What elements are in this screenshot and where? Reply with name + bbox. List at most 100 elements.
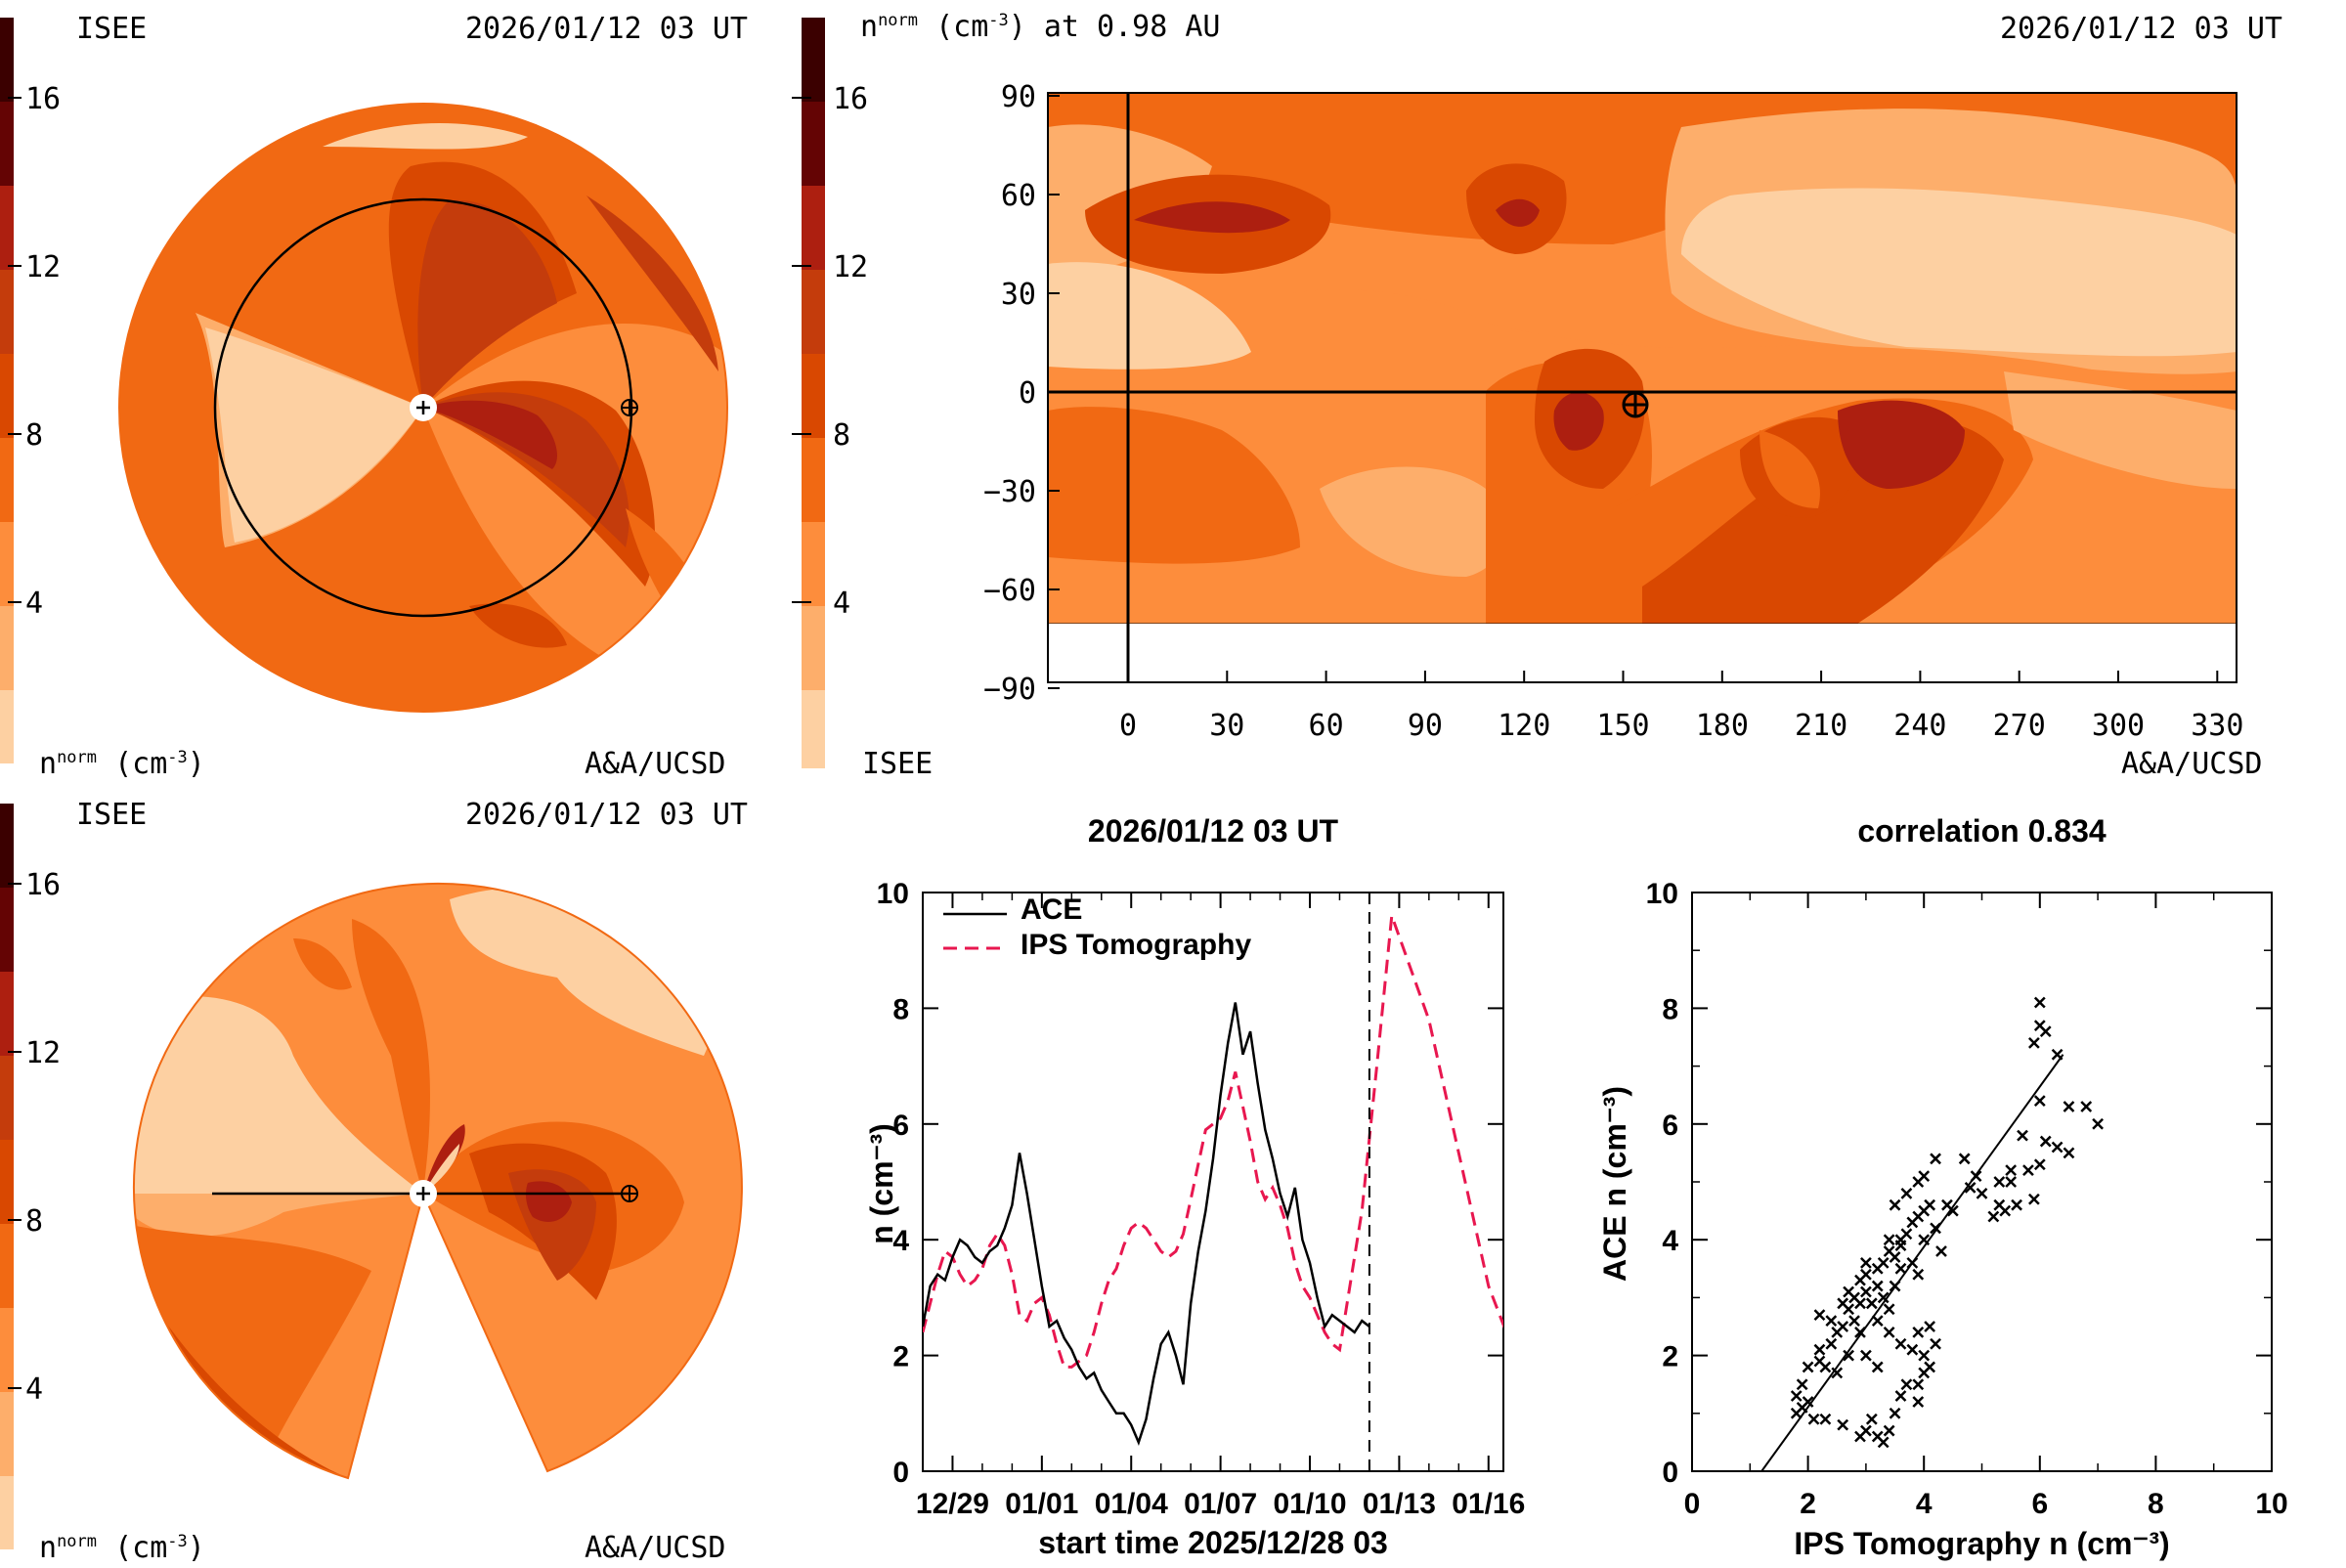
scatter-point [1854,1297,1866,1310]
scatter-point [1912,1268,1925,1281]
top-left-units-label: nnorm (cm-3) [39,747,205,781]
timeseries-x-tick-label: 01/07 [1184,1488,1257,1520]
bottom-left-colorbar [0,804,22,1549]
scatter-point [1813,1309,1826,1322]
scatter-x-tick-label: 8 [2148,1488,2164,1520]
top-left-time-label: 2026/01/12 03 UT [465,12,748,46]
scatter-point [2063,1101,2075,1112]
scatter-point [1860,1256,1872,1269]
map-x-tick-label: 270 [1993,709,2046,743]
timeseries-x-tick-label: 01/01 [1005,1488,1078,1520]
scatter-y-tick-label: 10 [1646,878,1678,910]
scatter-point [1894,1262,1907,1275]
timeseries-title: 2026/01/12 03 UT [1087,813,1339,849]
scatter-point [1802,1361,1814,1373]
scatter-point [1889,1198,1901,1211]
timeseries-x-ticks: 12/29 01/01 01/04 01/07 01/10 01/13 01/16 [916,893,1525,1520]
map-cbar-tick-8: 8 [833,418,851,453]
timeseries-x-tick-label: 01/04 [1095,1488,1168,1520]
scatter-point [2027,1037,2040,1049]
timeseries-y-tick-label: 8 [892,993,909,1025]
timeseries-y-tick-label: 0 [892,1457,909,1489]
top-left-polar-field [119,104,727,712]
scatter-point [1964,1182,1977,1194]
map-x-tick-label: 90 [1408,709,1443,743]
scatter-point [1877,1256,1890,1269]
timeseries-x-tick-label: 12/29 [916,1488,989,1520]
scatter-point [1865,1413,1878,1425]
scatter-chart: 0 2 4 6 8 10 0 2 4 6 8 10 [1646,878,2288,1520]
scatter-point [2033,996,2046,1009]
timeseries-y-tick-label: 6 [892,1110,909,1142]
scatter-point [2033,1158,2046,1171]
scatter-point [1796,1378,1808,1391]
map-x-tick-label: 0 [1119,709,1137,743]
scatter-x-ticks: 0 2 4 6 8 10 [1684,893,2288,1520]
map-x-tick-label: 180 [1696,709,1749,743]
timeseries-x-tick-label: 01/16 [1452,1488,1525,1520]
scatter-point [1889,1251,1901,1263]
scatter-point [1854,1430,1866,1443]
scatter-point [1912,1396,1925,1408]
top-left-polar-panel [0,18,728,763]
scatter-point [1935,1245,1947,1257]
scatter-point [1883,1424,1895,1437]
scatter-point [2063,1147,2075,1159]
timeseries-legend [943,912,1007,950]
scatter-point [1813,1343,1826,1356]
map-x-tick-label: 30 [1209,709,1244,743]
scatter-y-ticks: 0 2 4 6 8 10 [1646,878,2272,1489]
scatter-point [1837,1297,1849,1310]
scatter-point [2092,1117,2104,1130]
bottom-earth-marker-icon [621,1185,638,1202]
map-x-tick-label: 330 [2191,709,2243,743]
map-y-tick-label: −90 [983,673,1036,707]
scatter-point [1860,1268,1872,1281]
legend-ace-label: ACE [1021,893,1083,926]
map-x-tick-label: 300 [2092,709,2145,743]
scatter-point [1860,1349,1872,1362]
scatter-point [1900,1187,1913,1199]
bottom-left-time-label: 2026/01/12 03 UT [465,798,748,832]
timeseries-y-ticks: 0 2 4 6 8 10 [877,878,1503,1489]
scatter-point [1906,1343,1919,1356]
map-x-tick-label: 60 [1309,709,1344,743]
map-y-tick-label: −60 [983,574,1036,608]
scatter-point [1831,1367,1844,1379]
bottom-left-units-label: nnorm (cm-3) [39,1531,205,1565]
map-cbar-tick-12: 12 [833,250,869,284]
legend-ips-label: IPS Tomography [1021,929,1252,961]
map-x-tick-label: 120 [1498,709,1550,743]
scatter-point [1958,1153,1971,1165]
scatter-x-tick-label: 0 [1684,1488,1701,1520]
scatter-point [2039,1135,2052,1148]
top-right-colorbar [792,18,825,768]
scatter-point [1993,1176,2006,1188]
map-title: nnorm (cm-3) at 0.98 AU [860,10,1221,44]
timeseries-frame [922,892,1504,1472]
timeseries-y-tick-label: 10 [877,878,909,910]
scatter-point [2011,1198,2022,1211]
map-cbar-tick-4: 4 [833,587,851,621]
map-x-tick-label: 240 [1893,709,1946,743]
scatter-x-tick-label: 6 [2031,1488,2048,1520]
bottom-left-cbar-tick-12: 12 [25,1036,62,1070]
scatter-y-tick-label: 6 [1662,1110,1678,1142]
scatter-point [1999,1204,2012,1217]
scatter-point [1924,1198,1936,1211]
bottom-left-credit: A&A/UCSD [585,1531,726,1565]
scatter-point [1930,1153,1941,1165]
scatter-point [1848,1315,1860,1327]
scatter-point [1889,1407,1901,1419]
map-y-tick-label: 60 [1001,179,1036,213]
scatter-x-tick-label: 2 [1800,1488,1816,1520]
scatter-point [1976,1187,1988,1199]
scatter-point [2005,1176,2018,1188]
regression-line [1760,1054,2064,1472]
scatter-point [2017,1129,2028,1142]
map-y-tick-label: −30 [983,475,1036,509]
scatter-point [1871,1315,1884,1327]
scatter-point [2039,1025,2052,1037]
map-y-tick-label: 30 [1001,278,1036,312]
